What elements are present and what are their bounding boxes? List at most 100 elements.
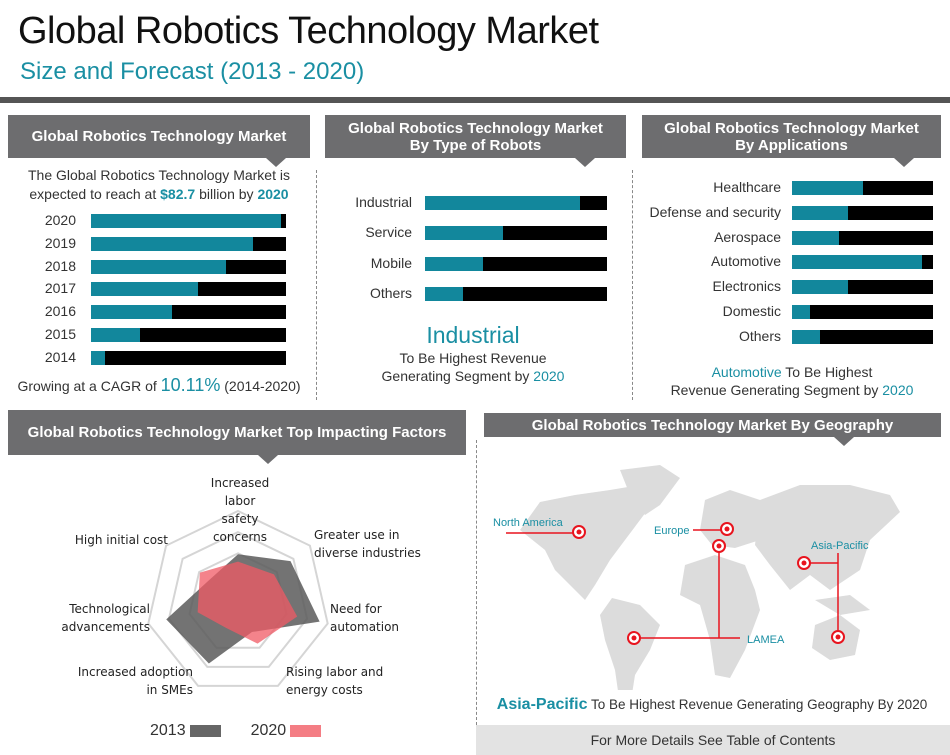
types-note-year: 2020 <box>533 368 565 384</box>
bar-fill <box>91 259 226 274</box>
applications-highlight: Automotive <box>711 364 782 380</box>
page-title: Global Robotics Technology Market <box>18 10 599 52</box>
market-intro-line1: The Global Robotics Technology Market is <box>28 167 290 183</box>
types-note-line2: Generating Segment by <box>381 368 534 384</box>
bar-fill <box>91 214 282 228</box>
continents <box>520 465 900 690</box>
bar-track <box>792 255 933 270</box>
bar-track <box>792 280 933 295</box>
types-note: Industrial To Be Highest Revenue Generat… <box>320 321 626 385</box>
radar-axis-label: Greater use in diverse industries <box>314 526 421 562</box>
divider <box>476 440 477 725</box>
intro-text: billion by <box>195 186 258 202</box>
cagr-line: Growing at a CAGR of 10.11% (2014-2020) <box>0 375 318 396</box>
radar-axis-label-line: Need for <box>330 602 382 616</box>
applications-heading: Global Robotics Technology Market By Appl… <box>642 115 941 167</box>
asia-marker[interactable] <box>797 556 811 570</box>
world-map: North America Europe Asia-Pacific LAMEA <box>493 465 900 690</box>
radar-axis-label: Increased adoption in SMEs <box>53 663 193 699</box>
applications-heading-line2: By Applications <box>735 136 848 154</box>
bar-label: Mobile <box>370 254 412 271</box>
bar-fill <box>792 255 922 270</box>
geography-note: Asia-Pacific To Be Highest Revenue Gener… <box>484 696 940 714</box>
bar-label: 2020 <box>44 212 76 228</box>
bar-label: Healthcare <box>713 179 781 195</box>
bar-track <box>91 350 286 365</box>
types-heading-line2: By Type of Robots <box>409 136 542 154</box>
australia-marker[interactable] <box>831 630 845 644</box>
legend-2013-swatch <box>189 725 221 737</box>
bar-label: Aerospace <box>714 228 781 245</box>
radar-legend: 2013 2020 <box>150 722 322 740</box>
bar-fill <box>792 230 839 245</box>
applications-note-year: 2020 <box>882 382 914 398</box>
page-subtitle: Size and Forecast (2013 - 2020) <box>20 58 365 85</box>
radar-axis-label-line: diverse industries <box>314 546 421 560</box>
radar-grid-ring <box>147 509 329 687</box>
bar-track <box>91 328 286 342</box>
north-america-marker[interactable] <box>572 525 586 539</box>
europe-marker[interactable] <box>720 522 734 536</box>
divider <box>316 170 317 400</box>
impact-factors-radar-chart <box>147 509 329 687</box>
bar-track <box>792 305 933 319</box>
middle-east-marker[interactable] <box>712 539 726 553</box>
geography-heading: Global Robotics Technology Market By Geo… <box>484 413 941 446</box>
market-intro: The Global Robotics Technology Market is… <box>8 166 310 204</box>
bar-label: Automotive <box>710 253 781 270</box>
radar-axis-label-line: Technological <box>69 602 150 616</box>
bar-fill <box>792 329 821 344</box>
label-lamea: LAMEA <box>747 634 785 646</box>
bar-fill <box>792 305 811 319</box>
bar-track <box>792 230 933 245</box>
greenland-shape <box>620 465 680 515</box>
market-value: $82.7 <box>160 186 196 202</box>
bar-fill <box>91 305 172 320</box>
asia-shape <box>755 485 900 590</box>
bar-label: 2015 <box>44 326 76 342</box>
legend-2013-label: 2013 <box>150 722 186 739</box>
africa-shape <box>680 555 760 678</box>
bar-track <box>91 305 286 320</box>
bar-label: Industrial <box>355 194 412 210</box>
south-america-marker[interactable] <box>627 631 641 645</box>
cagr-suffix: (2014-2020) <box>220 378 301 394</box>
bar-label: Others <box>369 284 412 301</box>
radar-axis-label-line: High initial cost <box>74 533 168 547</box>
radar-axis-label-line: Rising labor and <box>286 665 384 679</box>
bar-fill <box>425 196 580 210</box>
bar-label: 2016 <box>44 303 76 320</box>
types-note-line1: To Be Highest Revenue <box>399 350 547 366</box>
types-heading-line1: Global Robotics Technology Market <box>348 119 603 137</box>
market-heading: Global Robotics Technology Market <box>8 115 310 167</box>
bar-fill <box>792 205 849 220</box>
table-of-contents-link[interactable]: For More Details See Table of Contents <box>476 725 950 755</box>
bar-track <box>425 286 607 301</box>
radar-axis-label-line: Increased adoption <box>77 665 193 679</box>
legend-2020-label: 2020 <box>250 722 287 739</box>
bar-track <box>91 259 286 274</box>
market-heading-text: Global Robotics Technology Market <box>31 128 287 145</box>
bar-fill <box>425 256 484 271</box>
bar-label: Domestic <box>722 303 781 319</box>
radar-axis-label: Need for automation <box>330 600 399 636</box>
bar-label: Others <box>738 327 781 344</box>
south-america-shape <box>600 598 660 690</box>
applications-note: Automotive To Be Highest Revenue Generat… <box>642 363 942 399</box>
bar-label: 2018 <box>44 257 76 274</box>
bar-track <box>425 196 607 210</box>
southeast-asia-shape <box>815 595 870 615</box>
bar-track <box>91 282 286 297</box>
radar-axis-label-line: automation <box>330 620 400 634</box>
bar-fill <box>91 350 105 365</box>
intro-text: expected to reach at <box>29 186 161 202</box>
bar-fill <box>91 328 140 342</box>
bar-track <box>91 236 286 251</box>
bar-label: Electronics <box>712 278 781 295</box>
applications-heading-line1: Global Robotics Technology Market <box>664 119 919 137</box>
cagr-prefix: Growing at a CAGR of <box>17 378 161 394</box>
bar-fill <box>792 181 863 195</box>
bar-track <box>425 256 607 271</box>
europe-shape <box>700 490 770 548</box>
cagr-value: 10.11% <box>160 375 221 395</box>
